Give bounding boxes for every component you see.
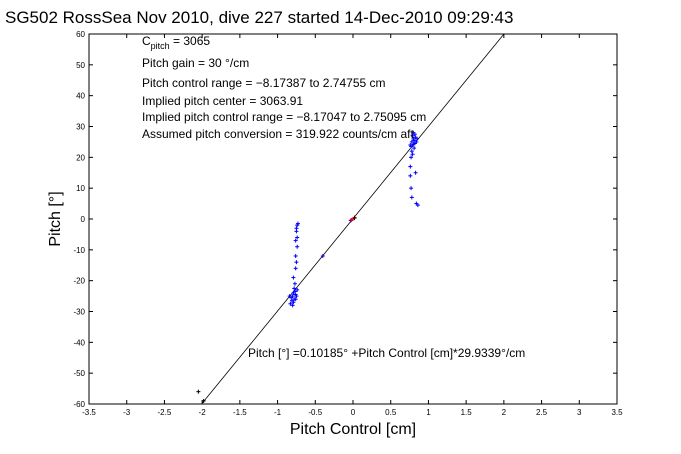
data-point [295,287,300,292]
data-point [291,275,296,280]
data-point [409,149,414,154]
data-point [408,143,413,147]
y-tick-label: -60 [73,400,85,409]
y-tick-label: 20 [76,153,85,162]
annotation-block: Cpitch = 3065 Pitch gain = 30 °/cm Pitch… [142,34,426,141]
data-point [410,133,415,138]
data-point [415,203,420,208]
x-tick-label: 1 [426,408,431,417]
y-axis-label: Pitch [°] [47,191,64,246]
data-point [292,286,297,291]
x-tick-label: 3 [577,408,582,417]
data-point [414,139,419,144]
x-tick-label: 0 [351,408,356,417]
data-point [294,294,299,299]
annotation-pitch-gain: Pitch gain = 30 °/cm [142,56,249,70]
annotation-control-range: Pitch control range = −8.17387 to 2.7475… [142,76,386,90]
x-axis-label: Pitch Control [cm] [290,421,416,438]
chart-title: SG502 RossSea Nov 2010, dive 227 started… [5,8,513,27]
x-tick-label: -2 [199,408,207,417]
data-point [289,298,294,303]
y-tick-label: 30 [76,123,85,132]
data-point [409,186,414,191]
data-point [348,218,353,223]
data-point [408,164,413,169]
annotation-c-main: C [142,34,151,48]
data-point [294,260,299,265]
annotation-c-pitch: Cpitch = 3065 [142,34,210,51]
data-point [295,221,300,226]
data-point [412,138,417,143]
data-point [409,155,414,160]
annotation-implied-range: Implied pitch control range = −8.17047 t… [142,110,426,124]
annotation-c-sub: pitch [151,41,170,51]
x-tick-label: 3.5 [611,408,623,417]
data-point [411,142,416,147]
data-point [409,139,414,144]
x-axis-ticks: -3.5 -3 -2.5 -2 -1.5 -1 -0.5 0 0.5 1 1.5 2 2.5 3 3.5 [82,34,623,417]
data-point [295,244,300,249]
y-axis-ticks: 60 50 40 30 20 10 0 -10 -20 -30 -40 -50 -60 [73,30,617,409]
data-point [409,195,414,200]
x-tick-label: -2.5 [158,408,172,417]
data-point [352,216,357,221]
x-tick-label: -1.5 [233,408,247,417]
x-tick-label: 2.5 [536,408,548,417]
data-point [293,297,298,302]
data-point [288,301,293,306]
annotation-c-value: = 3065 [170,34,211,48]
x-tick-label: -3 [123,408,131,417]
y-tick-label: -30 [73,308,85,317]
data-point [290,303,295,308]
data-point [413,170,418,175]
data-point [292,281,297,286]
data-point [412,146,417,151]
y-tick-label: -40 [73,338,85,347]
y-tick-label: -20 [73,277,85,286]
y-tick-label: 60 [76,30,85,39]
y-tick-label: -10 [73,246,85,255]
data-point [196,389,201,394]
data-point [349,217,354,222]
data-point [293,238,298,243]
y-tick-label: 0 [81,215,86,224]
y-tick-label: -50 [73,369,85,378]
x-tick-label: -0.5 [308,408,322,417]
x-tick-label: 2 [502,408,507,417]
data-point [293,254,298,258]
x-tick-label: -3.5 [82,408,96,417]
x-tick-label: -1 [274,408,282,417]
data-point [410,152,415,157]
data-point [415,136,420,141]
y-tick-label: 10 [76,184,85,193]
data-point [320,254,325,258]
data-point [287,294,292,299]
x-tick-label: 0.5 [385,408,397,417]
annotation-assumed-conversion: Assumed pitch conversion = 319.922 count… [142,127,414,141]
data-point [291,291,296,295]
x-tick-label: 1.5 [461,408,473,417]
data-point [412,132,417,137]
annotation-implied-center: Implied pitch center = 3063.91 [142,94,303,108]
data-point [293,266,298,271]
y-tick-label: 50 [76,61,85,70]
data-point [408,173,413,178]
y-tick-label: 40 [76,92,85,101]
fit-equation-label: Pitch [°] =0.10185° +Pitch Control [cm]*… [248,346,525,360]
data-point [295,235,300,240]
data-point [294,226,299,231]
